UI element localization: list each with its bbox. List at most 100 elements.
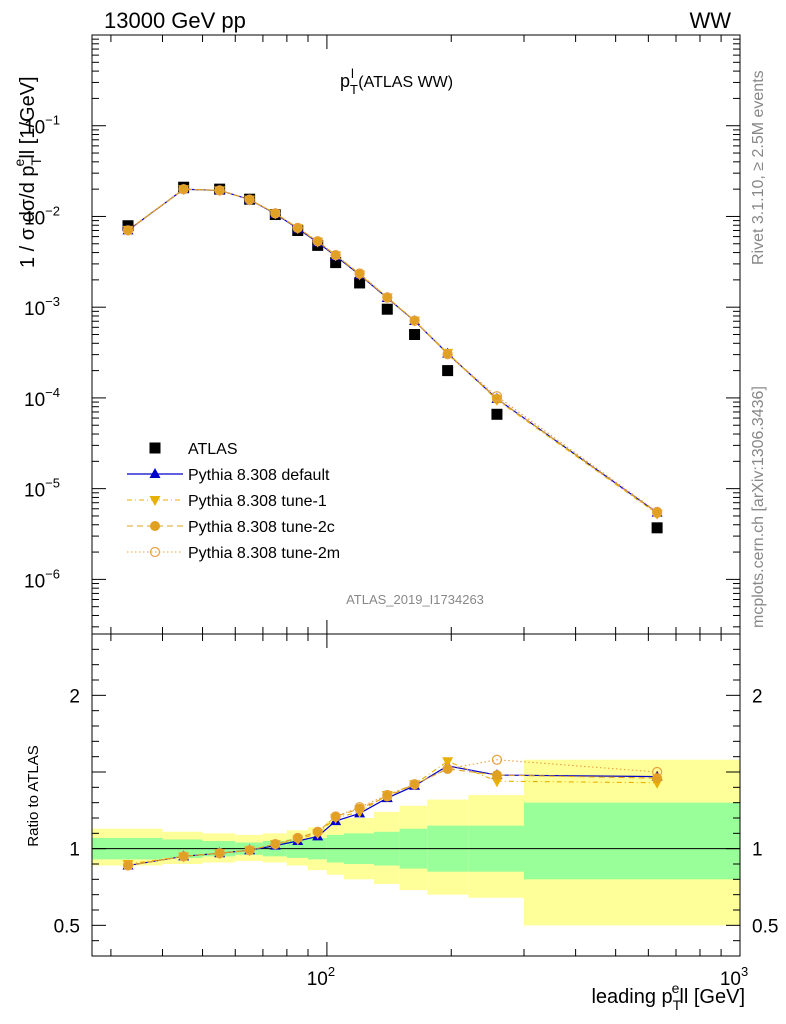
mc-point-upper xyxy=(409,315,420,326)
mc-point-upper xyxy=(122,225,134,236)
x-tick-label: 103 xyxy=(720,964,748,990)
y-tick-label: 10−3 xyxy=(24,294,60,320)
mc-point-upper xyxy=(382,292,393,303)
xlabel: leading pTell [GeV] xyxy=(591,980,745,1013)
mc-point-ratio xyxy=(491,770,502,781)
mc-point-upper xyxy=(270,208,281,219)
mc-point-upper xyxy=(354,268,365,279)
legend-label: Pythia 8.308 tune-2m xyxy=(188,545,340,562)
legend-label: Pythia 8.308 tune-2c xyxy=(188,519,335,536)
y-tick-label: 10−4 xyxy=(24,385,60,411)
ratio-tick-label-right: 1 xyxy=(752,840,763,861)
legend-label: Pythia 8.308 default xyxy=(188,467,330,484)
y-tick-label: 10−5 xyxy=(24,476,60,502)
y-tick-exponent: −3 xyxy=(45,294,60,309)
xlabel-post: ll [GeV] xyxy=(679,986,745,1008)
mc-point-ratio xyxy=(292,832,303,844)
lower-frame xyxy=(91,633,741,957)
mc-point-upper xyxy=(330,249,341,261)
x-tick-label: 102 xyxy=(307,964,335,990)
mc-point-ratio xyxy=(244,845,255,856)
mc-point-upper xyxy=(244,194,255,205)
atlas-data-point xyxy=(330,257,342,269)
plot-title: pTl (ATLAS WW) xyxy=(340,66,453,97)
mc-point-ratio xyxy=(122,860,134,871)
atlas-data-point xyxy=(651,522,663,534)
y-tick-exponent: −1 xyxy=(45,113,60,128)
mc-line-ratio xyxy=(127,759,658,867)
ratio-tick-label-left: 2 xyxy=(69,686,80,707)
legend-label: Pythia 8.308 tune-1 xyxy=(188,493,327,510)
x-tick-exponent: 3 xyxy=(741,964,748,979)
mc-point-upper xyxy=(491,391,503,402)
x-tick-mantissa: 10 xyxy=(307,969,328,990)
y-tick-mantissa: 10 xyxy=(24,571,45,592)
mc-line-upper xyxy=(127,188,658,514)
y-tick-exponent: −6 xyxy=(45,566,60,581)
upper-ylabel-sub: T xyxy=(28,156,44,165)
mc-point-upper xyxy=(214,185,225,196)
mc-point-ratio xyxy=(409,779,420,790)
mc-point-ratio xyxy=(652,766,663,778)
xlabel-sub: T xyxy=(673,997,682,1013)
y-tick-exponent: −4 xyxy=(45,385,60,400)
legend-label: ATLAS xyxy=(188,441,238,458)
legend-marker xyxy=(149,546,161,558)
ratio-tick-label-left: 1 xyxy=(69,840,80,861)
y-tick-label: 10−1 xyxy=(24,113,60,139)
band-inner-bin xyxy=(524,802,740,880)
mc-point-ratio xyxy=(330,811,341,822)
mc-line-upper xyxy=(127,188,658,514)
mc-point-ratio xyxy=(354,802,365,813)
plot-title-suffix: (ATLAS WW) xyxy=(354,74,453,91)
ratio-bands xyxy=(92,759,740,926)
y-tick-label: 10−6 xyxy=(24,566,60,592)
xlabel-sup: e xyxy=(672,980,680,996)
mc-line-upper xyxy=(127,188,658,515)
y-tick-mantissa: 10 xyxy=(24,118,45,139)
mc-point-upper xyxy=(330,250,341,261)
mc-point-upper xyxy=(292,222,303,233)
y-tick-exponent: −2 xyxy=(45,203,60,218)
x-tick-exponent: 2 xyxy=(328,964,335,979)
atlas-data-point xyxy=(381,303,393,315)
upper-ylabel-post: ll [1/GeV] xyxy=(17,76,39,158)
atlas-data-point xyxy=(491,408,503,420)
mc-line-upper xyxy=(127,188,658,513)
legend: ATLAS Pythia 8.308 default Pythia 8.308 tu… xyxy=(127,441,340,562)
ratio-tick-label-left: 0.5 xyxy=(54,916,80,937)
mc-point-ratio xyxy=(491,777,503,788)
mcplots-label: mcplots.cern.ch [arXiv:1306.3436] xyxy=(750,386,767,628)
legend-marker xyxy=(149,442,161,454)
mc-point-ratio xyxy=(409,779,420,790)
y-tick-mantissa: 10 xyxy=(24,299,45,320)
mc-point-upper xyxy=(442,349,453,360)
plot-title-sub: T xyxy=(350,82,358,97)
mc-point-ratio xyxy=(382,789,393,801)
x-tick-mantissa: 10 xyxy=(720,969,741,990)
atlas-data-point xyxy=(409,329,421,340)
mc-point-ratio xyxy=(214,848,225,859)
plot-title-sup: l xyxy=(351,66,354,81)
lower-ylabel: Ratio to ATLAS xyxy=(25,745,42,846)
plot-title-main: p xyxy=(340,71,350,91)
legend-marker xyxy=(149,468,161,478)
mc-point-ratio xyxy=(270,838,281,850)
upper-ylabel: 1 / σ dσ/d pTell [1/GeV] xyxy=(11,76,44,268)
mc-point-ratio xyxy=(442,757,454,768)
y-tick-label: 10−2 xyxy=(24,203,60,229)
xlabel-pre: leading p xyxy=(591,986,672,1008)
mc-point-ratio xyxy=(442,763,453,775)
y-tick-exponent: −5 xyxy=(45,476,60,491)
mc-point-upper xyxy=(382,292,393,303)
mc-point-upper xyxy=(652,506,663,517)
mc-point-ratio xyxy=(244,845,255,856)
mc-point-ratio xyxy=(442,763,453,774)
y-tick-mantissa: 10 xyxy=(24,481,45,502)
analysis-watermark: ATLAS_2019_I1734263 xyxy=(346,592,484,607)
legend-marker xyxy=(149,496,161,506)
mc-point-ratio xyxy=(178,851,189,862)
atlas-data-point xyxy=(354,277,366,289)
